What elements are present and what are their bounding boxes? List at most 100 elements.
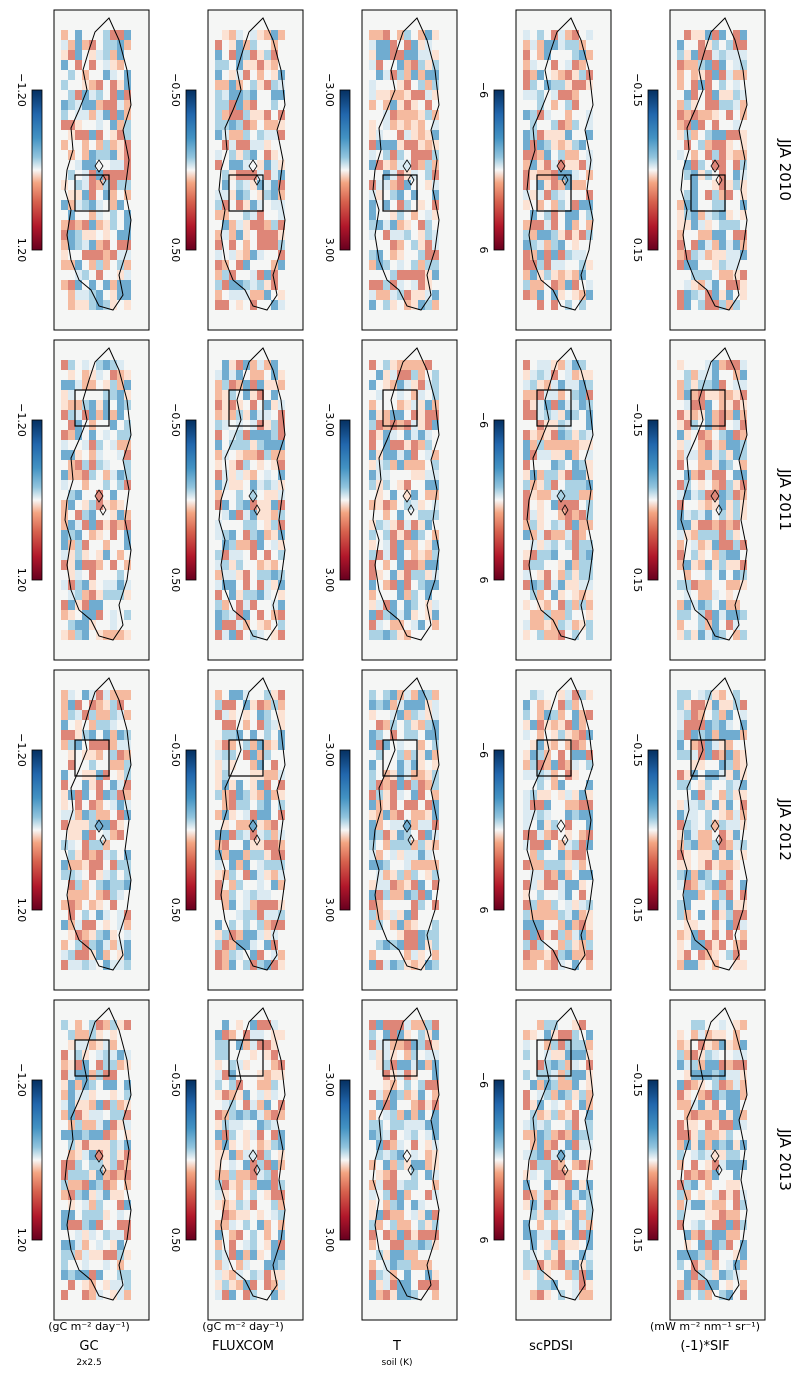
heat-cell: [68, 1040, 75, 1050]
heat-cell: [243, 1040, 250, 1050]
heat-cell: [257, 290, 264, 300]
heat-cell: [705, 1130, 712, 1140]
heat-cell: [544, 470, 551, 480]
heat-cell: [425, 1260, 432, 1270]
heat-cell: [236, 560, 243, 570]
heat-cell: [243, 110, 250, 120]
heat-cell: [677, 150, 684, 160]
heat-cell: [376, 960, 383, 970]
heat-cell: [376, 1210, 383, 1220]
heat-cell: [117, 480, 124, 490]
heat-cell: [537, 110, 544, 120]
heat-cell: [565, 850, 572, 860]
heat-cell: [110, 790, 117, 800]
heat-cell: [257, 1220, 264, 1230]
heat-cell: [565, 420, 572, 430]
heat-cell: [712, 1230, 719, 1240]
heat-cell: [243, 1220, 250, 1230]
heat-cell: [96, 870, 103, 880]
heat-cell: [68, 1130, 75, 1140]
heat-cell: [222, 630, 229, 640]
heat-cell: [726, 1080, 733, 1090]
heat-cell: [684, 850, 691, 860]
heat-cell: [572, 180, 579, 190]
heat-cell: [390, 290, 397, 300]
heat-cell: [733, 490, 740, 500]
heat-cell: [215, 400, 222, 410]
heat-cell: [698, 1020, 705, 1030]
heat-cell: [698, 290, 705, 300]
heat-cell: [96, 50, 103, 60]
heat-cell: [740, 720, 747, 730]
heat-cell: [390, 1230, 397, 1240]
heat-cell: [110, 1130, 117, 1140]
heat-cell: [677, 730, 684, 740]
heat-cell: [726, 250, 733, 260]
heat-cell: [572, 900, 579, 910]
heat-cell: [691, 560, 698, 570]
heat-cell: [712, 590, 719, 600]
heat-cell: [425, 1160, 432, 1170]
heat-cell: [411, 950, 418, 960]
heat-cell: [215, 950, 222, 960]
heat-cell: [89, 710, 96, 720]
heat-cell: [572, 200, 579, 210]
heat-cell: [677, 390, 684, 400]
heat-cell: [677, 540, 684, 550]
heat-cell: [726, 130, 733, 140]
heat-cell: [404, 1040, 411, 1050]
heat-cell: [432, 790, 439, 800]
heat-cell: [68, 70, 75, 80]
heat-cell: [229, 790, 236, 800]
heat-cell: [222, 750, 229, 760]
heat-cell: [117, 240, 124, 250]
heat-cell: [579, 1290, 586, 1300]
heat-cell: [215, 80, 222, 90]
heat-cell: [229, 590, 236, 600]
heat-cell: [544, 430, 551, 440]
heat-cell: [705, 810, 712, 820]
heat-cell: [565, 280, 572, 290]
heat-cell: [243, 250, 250, 260]
heat-cell: [369, 920, 376, 930]
heat-cell: [61, 920, 68, 930]
heat-cell: [89, 210, 96, 220]
heat-cell: [733, 1110, 740, 1120]
heat-cell: [558, 130, 565, 140]
heat-cell: [558, 380, 565, 390]
heat-cell: [257, 590, 264, 600]
heat-cell: [117, 110, 124, 120]
heat-cell: [551, 180, 558, 190]
heat-cell: [250, 270, 257, 280]
heat-cell: [537, 1110, 544, 1120]
heat-cell: [719, 1110, 726, 1120]
heat-cell: [271, 80, 278, 90]
heat-cell: [558, 690, 565, 700]
heat-cell: [712, 360, 719, 370]
heat-cell: [411, 620, 418, 630]
heat-cell: [740, 1290, 747, 1300]
heat-cell: [530, 770, 537, 780]
heat-cell: [229, 850, 236, 860]
colorbar-max-label: 3.00: [323, 568, 336, 593]
heat-cell: [544, 950, 551, 960]
heat-cell: [369, 400, 376, 410]
heat-cell: [68, 910, 75, 920]
heat-cell: [677, 110, 684, 120]
colorbar: [493, 419, 505, 581]
heat-cell: [572, 510, 579, 520]
coastline: [218, 1007, 286, 1301]
heat-cell: [383, 1210, 390, 1220]
heat-cell: [551, 860, 558, 870]
heat-cell: [236, 930, 243, 940]
heat-cell: [124, 390, 131, 400]
heat-cell: [215, 750, 222, 760]
heat-cell: [698, 1240, 705, 1250]
lakes-outline: [402, 819, 415, 846]
heat-cell: [411, 1150, 418, 1160]
heat-cell: [558, 90, 565, 100]
heat-cell: [586, 1090, 593, 1100]
heat-cell: [411, 290, 418, 300]
heat-cell: [89, 1030, 96, 1040]
heat-cell: [397, 580, 404, 590]
